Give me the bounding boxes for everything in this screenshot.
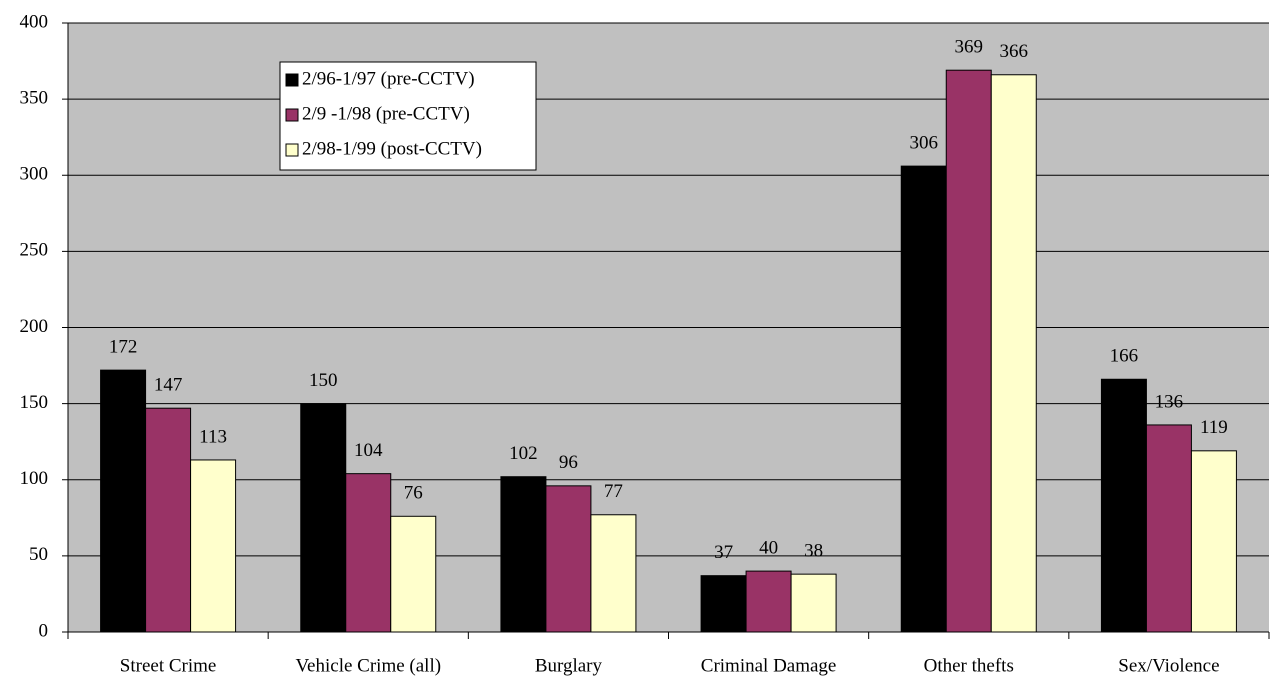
data-label: 366 bbox=[1000, 41, 1029, 62]
data-label: 119 bbox=[1200, 417, 1228, 438]
bar bbox=[545, 485, 592, 633]
data-label: 40 bbox=[759, 537, 778, 558]
bar bbox=[390, 515, 437, 633]
data-label: 369 bbox=[955, 37, 984, 58]
data-label: 104 bbox=[354, 440, 383, 461]
data-label: 172 bbox=[109, 336, 138, 357]
y-tick-label: 150 bbox=[20, 392, 49, 413]
bar bbox=[945, 69, 992, 633]
y-tick-label: 350 bbox=[20, 87, 49, 108]
data-label: 37 bbox=[714, 542, 733, 563]
data-label: 136 bbox=[1155, 391, 1184, 412]
y-tick-label: 100 bbox=[20, 468, 49, 489]
bar bbox=[790, 573, 837, 633]
legend-label: 2/98-1/99 (post-CCTV) bbox=[302, 138, 482, 159]
data-label: 150 bbox=[309, 370, 338, 391]
x-tick-label: Street Crime bbox=[120, 655, 217, 676]
bar bbox=[1190, 450, 1237, 633]
x-tick-label: Vehicle Crime (all) bbox=[295, 655, 441, 676]
data-label: 38 bbox=[804, 541, 823, 562]
bar bbox=[145, 407, 192, 633]
bar bbox=[300, 403, 347, 633]
bar bbox=[100, 369, 147, 633]
x-tick-label: Burglary bbox=[535, 655, 603, 676]
bar bbox=[1145, 424, 1192, 633]
x-tick-label: Other thefts bbox=[924, 655, 1014, 676]
data-label: 77 bbox=[604, 481, 623, 502]
data-label: 96 bbox=[559, 452, 578, 473]
y-tick-label: 50 bbox=[29, 544, 48, 565]
data-label: 113 bbox=[199, 426, 227, 447]
y-tick-label: 0 bbox=[39, 620, 49, 641]
bar bbox=[190, 459, 237, 633]
bar bbox=[900, 165, 947, 633]
legend-box bbox=[279, 61, 537, 171]
data-label: 147 bbox=[154, 375, 183, 396]
legend-label: 2/96-1/97 (pre-CCTV) bbox=[302, 68, 475, 89]
bar bbox=[345, 473, 392, 633]
y-tick-label: 200 bbox=[20, 316, 49, 337]
bar bbox=[1100, 378, 1147, 633]
y-tick-label: 300 bbox=[20, 164, 49, 185]
bar bbox=[990, 74, 1037, 633]
x-tick-label: Criminal Damage bbox=[701, 655, 837, 676]
x-tick-label: Sex/Violence bbox=[1118, 655, 1219, 676]
y-tick-label: 250 bbox=[20, 240, 49, 261]
bar bbox=[745, 570, 792, 633]
legend-swatch bbox=[285, 73, 299, 87]
legend-swatch bbox=[285, 143, 299, 157]
bar bbox=[500, 476, 547, 633]
data-label: 76 bbox=[404, 483, 423, 504]
bar bbox=[700, 575, 747, 633]
legend-swatch bbox=[285, 108, 299, 122]
data-label: 306 bbox=[910, 132, 939, 153]
y-tick-label: 400 bbox=[20, 11, 49, 32]
legend-label: 2/9 -1/98 (pre-CCTV) bbox=[302, 103, 470, 124]
data-label: 166 bbox=[1110, 346, 1139, 367]
data-label: 102 bbox=[509, 443, 538, 464]
bar bbox=[590, 514, 637, 633]
